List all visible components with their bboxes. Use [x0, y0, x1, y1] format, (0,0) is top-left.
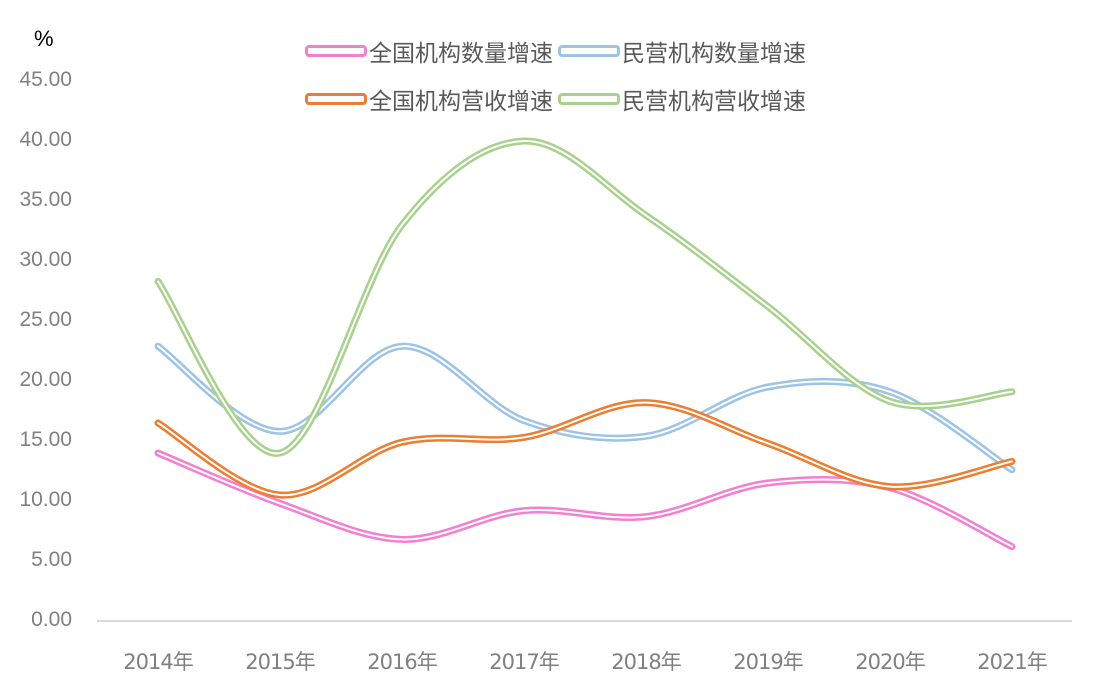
legend-label: 全国机构数量增速: [369, 41, 553, 67]
series-layer: [154, 137, 1016, 551]
legend-swatch-green: [558, 93, 620, 105]
x-tick-label: 2018年: [611, 650, 681, 674]
legend-label: 全国机构营收增速: [369, 89, 553, 115]
y-tick-label: 5.00: [31, 548, 72, 571]
series-national-revenue: [154, 399, 1016, 499]
legend-label: 民营机构数量增速: [622, 41, 806, 67]
series-private-revenue: [154, 137, 1016, 457]
legend-item-private-count: 民营机构数量增速: [558, 34, 806, 68]
x-tick-label: 2015年: [245, 650, 315, 674]
legend-item-national-revenue: 全国机构营收增速: [305, 82, 553, 116]
x-tick-label: 2017年: [489, 650, 559, 674]
y-tick-label: 10.00: [19, 488, 72, 511]
legend-swatch-blue: [558, 45, 620, 57]
y-tick-label: 20.00: [19, 368, 72, 391]
legend-swatch-orange: [305, 93, 367, 105]
series-national-count: [154, 449, 1016, 551]
legend-swatch-pink: [305, 45, 367, 57]
x-tick-label: 2020年: [855, 650, 925, 674]
y-tick-label: 0.00: [31, 608, 72, 631]
legend-label: 民营机构营收增速: [622, 89, 806, 115]
y-tick-label: 15.00: [19, 428, 72, 451]
x-tick-label: 2021年: [977, 650, 1047, 674]
x-tick-label: 2014年: [123, 650, 193, 674]
y-axis-unit-label: %: [34, 26, 54, 51]
legend-item-national-count: 全国机构数量增速: [305, 34, 553, 68]
y-tick-label: 40.00: [19, 128, 72, 151]
x-tick-label: 2016年: [367, 650, 437, 674]
legend-item-private-revenue: 民营机构营收增速: [558, 82, 806, 116]
y-tick-label: 25.00: [19, 308, 72, 331]
y-tick-label: 45.00: [19, 68, 72, 91]
y-tick-label: 35.00: [19, 188, 72, 211]
series-private-count: [154, 342, 1016, 474]
x-tick-label: 2019年: [733, 650, 803, 674]
y-tick-label: 30.00: [19, 248, 72, 271]
